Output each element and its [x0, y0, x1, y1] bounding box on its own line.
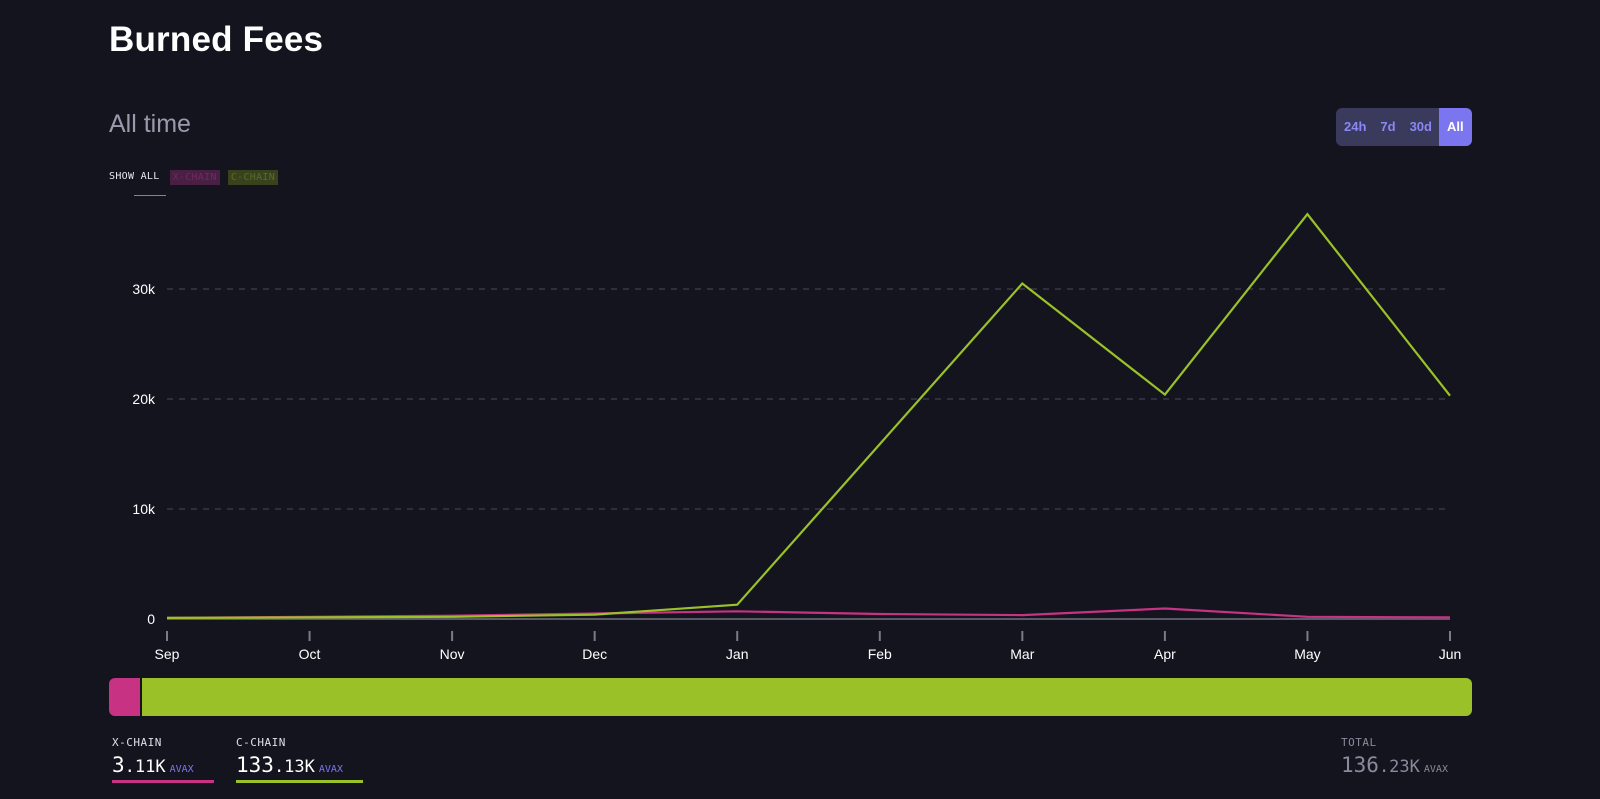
y-tick-label: 20k — [132, 391, 156, 407]
x-chain-stat: X-CHAIN 3.11K AVAX — [112, 736, 214, 783]
chain-share-bar — [109, 678, 1472, 716]
x-tick-label: Sep — [155, 646, 180, 662]
x-chain-underline — [112, 780, 214, 783]
page-title: Burned Fees — [109, 20, 324, 59]
total-value-int: 136 — [1341, 753, 1379, 777]
x-tick-label: Oct — [299, 646, 321, 662]
c-chain-share-segment — [142, 678, 1472, 716]
x-tick-label: May — [1294, 646, 1320, 662]
y-tick-label: 0 — [147, 611, 155, 627]
c-chain-stat-value: 133.13K AVAX — [236, 753, 363, 777]
x-tick-label: Jan — [726, 646, 749, 662]
x-chain-unit: AVAX — [169, 764, 194, 775]
total-unit: AVAX — [1423, 764, 1448, 775]
x-chain-filter-chip[interactable]: X-CHAIN — [169, 170, 220, 185]
c-chain-underline — [236, 780, 363, 783]
c-chain-value-int: 133 — [236, 753, 274, 777]
c-chain-series-line — [166, 212, 1451, 620]
range-7d-button[interactable]: 7d — [1380, 119, 1396, 134]
c-chain-unit: AVAX — [318, 764, 343, 775]
c-chain-value-frac: .13K — [273, 757, 315, 777]
share-divider — [140, 678, 143, 716]
x-tick-label: Dec — [582, 646, 607, 662]
x-tick-label: Jun — [1439, 646, 1462, 662]
range-24h-button[interactable]: 24h — [1344, 119, 1367, 134]
c-chain-stat: C-CHAIN 133.13K AVAX — [236, 736, 363, 783]
range-label: All time — [109, 110, 191, 138]
x-chain-value-int: 3 — [112, 753, 125, 777]
x-chain-value-frac: .11K — [124, 757, 166, 777]
x-chain-share-segment — [109, 678, 141, 716]
x-chain-stat-label: X-CHAIN — [112, 736, 162, 749]
x-tick-label: Apr — [1154, 646, 1176, 662]
total-value-frac: .23K — [1378, 757, 1420, 777]
c-chain-stat-label: C-CHAIN — [236, 736, 286, 749]
show-all-filter[interactable]: SHOW ALL — [109, 171, 166, 196]
burned-fees-line-chart: 0 10k 20k 30k Sep Oct Nov Dec Jan Feb Mar Apr May Jun — [132, 212, 1462, 662]
x-tick-label: Nov — [440, 646, 465, 662]
range-toggle: 24h 7d 30d All — [1336, 108, 1472, 146]
c-chain-filter-chip[interactable]: C-CHAIN — [227, 170, 279, 185]
y-tick-label: 10k — [132, 501, 156, 517]
y-tick-label: 30k — [132, 281, 156, 297]
total-stat: TOTAL 136.23K AVAX — [1341, 736, 1448, 777]
total-stat-value: 136.23K AVAX — [1341, 753, 1448, 777]
x-tick-label: Feb — [868, 646, 892, 662]
x-tick-label: Mar — [1010, 646, 1034, 662]
range-all-button[interactable]: All — [1438, 108, 1472, 146]
x-chain-stat-value: 3.11K AVAX — [112, 753, 214, 777]
range-30d-button[interactable]: 30d — [1409, 119, 1432, 134]
total-stat-label: TOTAL — [1341, 736, 1377, 749]
legend-filter: SHOW ALL X-CHAIN C-CHAIN — [109, 170, 286, 196]
